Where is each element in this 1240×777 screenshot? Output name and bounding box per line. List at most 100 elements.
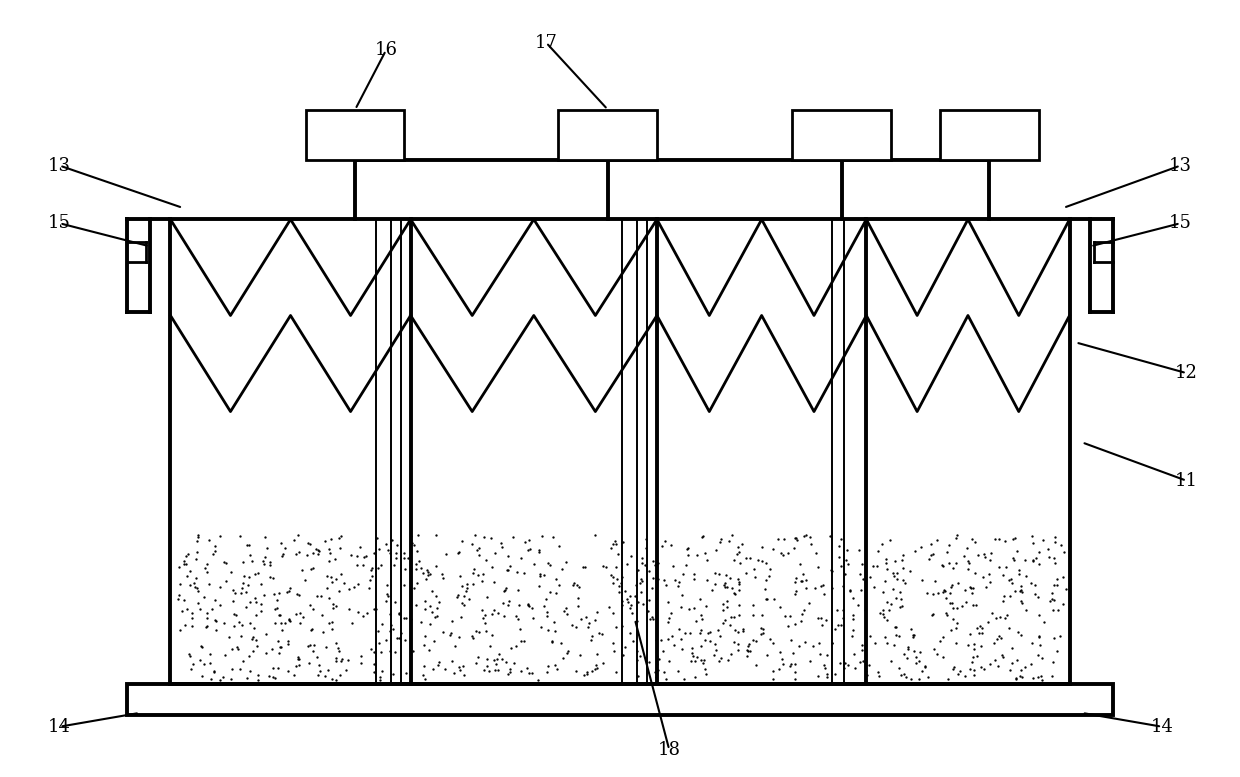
Point: [729, 584, 749, 596]
Point: [822, 637, 842, 650]
Point: [295, 574, 315, 587]
Point: [537, 594, 557, 606]
Point: [893, 562, 913, 574]
Point: [587, 648, 606, 660]
Text: 11: 11: [1176, 472, 1198, 490]
Point: [332, 653, 352, 665]
Point: [684, 602, 704, 615]
Point: [990, 561, 1009, 573]
Point: [180, 565, 200, 577]
Point: [518, 599, 538, 611]
Point: [808, 670, 828, 682]
Point: [414, 660, 434, 672]
Point: [1003, 554, 1023, 566]
Point: [192, 670, 212, 682]
Point: [1012, 597, 1032, 609]
Point: [585, 663, 605, 675]
Point: [495, 584, 515, 596]
Point: [459, 593, 479, 605]
Point: [222, 643, 242, 656]
Text: 16: 16: [374, 41, 398, 59]
Point: [904, 645, 924, 657]
Point: [322, 576, 342, 588]
Point: [649, 573, 668, 585]
Bar: [128, 685, 1112, 715]
Point: [361, 643, 381, 655]
Point: [604, 577, 624, 590]
Point: [234, 570, 254, 582]
Point: [849, 544, 869, 556]
Point: [715, 577, 735, 590]
Point: [877, 636, 897, 649]
Point: [289, 650, 309, 663]
Bar: [306, 110, 404, 160]
Point: [774, 549, 794, 561]
Point: [502, 531, 522, 543]
Point: [763, 636, 782, 649]
Point: [378, 544, 398, 556]
Point: [520, 543, 539, 556]
Point: [316, 581, 336, 594]
Point: [465, 657, 485, 669]
Point: [728, 643, 748, 656]
Point: [317, 570, 337, 582]
Point: [608, 548, 627, 560]
Point: [724, 636, 744, 648]
Point: [904, 631, 924, 643]
Point: [647, 658, 667, 671]
Point: [606, 666, 626, 678]
Point: [717, 601, 737, 613]
Point: [357, 607, 377, 619]
Point: [1007, 545, 1027, 557]
Point: [832, 618, 852, 631]
Point: [480, 664, 500, 677]
Point: [469, 625, 489, 638]
Point: [454, 669, 474, 681]
Point: [347, 550, 367, 563]
Point: [887, 629, 906, 642]
Point: [890, 592, 910, 605]
Point: [582, 634, 601, 646]
Point: [371, 671, 391, 683]
Point: [279, 614, 299, 626]
Point: [237, 586, 257, 598]
Point: [603, 637, 622, 650]
Point: [1002, 657, 1022, 670]
Point: [859, 659, 879, 671]
Point: [429, 656, 449, 668]
Point: [856, 604, 875, 616]
Point: [1003, 533, 1023, 545]
Point: [224, 608, 244, 620]
Point: [396, 667, 415, 679]
Point: [289, 528, 309, 541]
Point: [806, 547, 826, 559]
Point: [713, 604, 733, 616]
Point: [934, 584, 954, 597]
Point: [205, 545, 224, 557]
Point: [389, 632, 409, 644]
Point: [946, 528, 966, 541]
Point: [652, 540, 672, 552]
Point: [795, 605, 815, 617]
Point: [404, 538, 424, 551]
Point: [728, 638, 748, 650]
Point: [263, 671, 283, 683]
Point: [800, 597, 820, 609]
Point: [812, 618, 832, 631]
Point: [564, 577, 584, 589]
Point: [370, 542, 389, 555]
Point: [396, 563, 415, 576]
Point: [589, 627, 609, 639]
Point: [630, 650, 650, 662]
Point: [587, 659, 606, 671]
Point: [841, 584, 861, 597]
Point: [691, 593, 711, 605]
Point: [780, 609, 800, 622]
Point: [878, 613, 898, 625]
Point: [236, 601, 255, 613]
Point: [894, 577, 914, 590]
Point: [957, 542, 977, 554]
Point: [386, 552, 405, 564]
Point: [413, 566, 433, 579]
Point: [246, 609, 265, 622]
